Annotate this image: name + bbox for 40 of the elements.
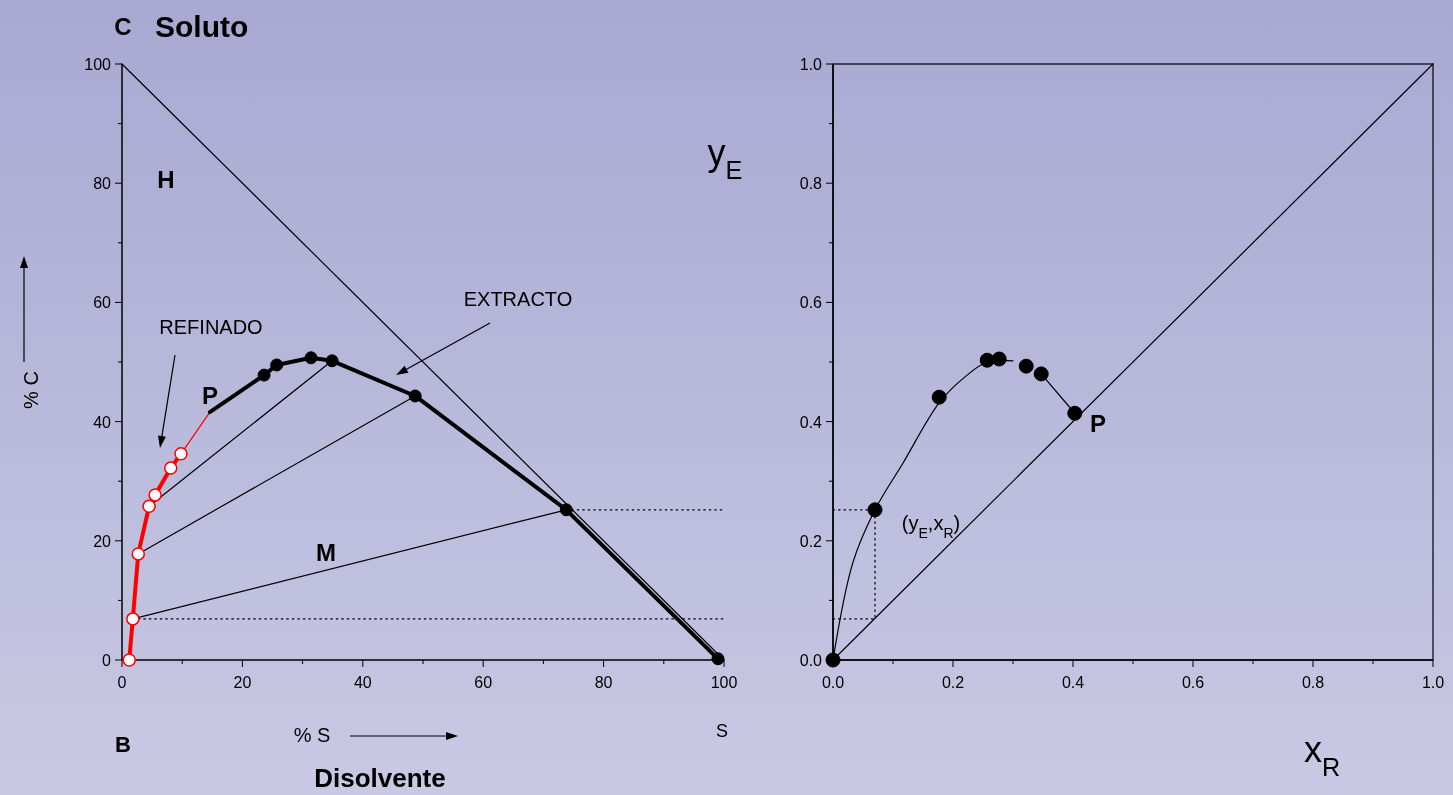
y-tick-label: 100 xyxy=(84,56,112,73)
y-tick-label: 0.2 xyxy=(799,532,823,550)
y-axis-title: % C xyxy=(20,371,42,409)
x-tick-label: 0.4 xyxy=(1061,674,1085,691)
x-tick-label: 0.0 xyxy=(821,674,845,691)
y-tick-label: 0 xyxy=(102,652,112,669)
x-tick-label: 0 xyxy=(117,674,127,691)
y-tick-label: 60 xyxy=(93,294,112,312)
x-tick-label: 0.2 xyxy=(941,674,965,691)
annotation: (y$_{E}$,x$_{R}$) xyxy=(901,512,961,541)
annotation: REFINADO xyxy=(159,316,263,338)
y-tick-label: 0.0 xyxy=(799,652,823,669)
y-tick-label: 1.0 xyxy=(799,56,823,73)
x-tick-label: 0.6 xyxy=(1181,674,1205,691)
y-tick-label: 0.8 xyxy=(799,175,823,193)
text: C xyxy=(114,13,132,40)
text: Disolvente xyxy=(314,763,446,793)
x-axis-title: x$_{R}$ xyxy=(1303,729,1341,781)
annotation: P xyxy=(201,382,219,409)
y-tick-label: 40 xyxy=(93,413,112,431)
chart-title: Soluto xyxy=(155,10,249,43)
y-tick-label: 0.4 xyxy=(799,413,823,431)
annotation: H xyxy=(157,166,175,193)
x-tick-label: 20 xyxy=(233,674,252,691)
y-tick-label: 80 xyxy=(93,175,112,193)
x-tick-label: 100 xyxy=(710,674,738,691)
x-tick-label: 60 xyxy=(474,674,493,691)
annotation: P xyxy=(1089,410,1107,437)
y-tick-label: 20 xyxy=(93,532,112,550)
text: S xyxy=(715,721,729,741)
text: B xyxy=(115,732,131,757)
annotation: EXTRACTO xyxy=(463,288,573,310)
x-tick-label: 1.0 xyxy=(1421,674,1445,691)
x-tick-label: 0.8 xyxy=(1301,674,1325,691)
x-axis-title: % S xyxy=(293,724,331,746)
y-axis-title: y$_{E}$ xyxy=(707,132,743,184)
x-tick-label: 80 xyxy=(594,674,613,691)
y-tick-label: 0.6 xyxy=(799,294,823,312)
x-tick-label: 40 xyxy=(353,674,372,691)
annotation: M xyxy=(316,539,336,566)
